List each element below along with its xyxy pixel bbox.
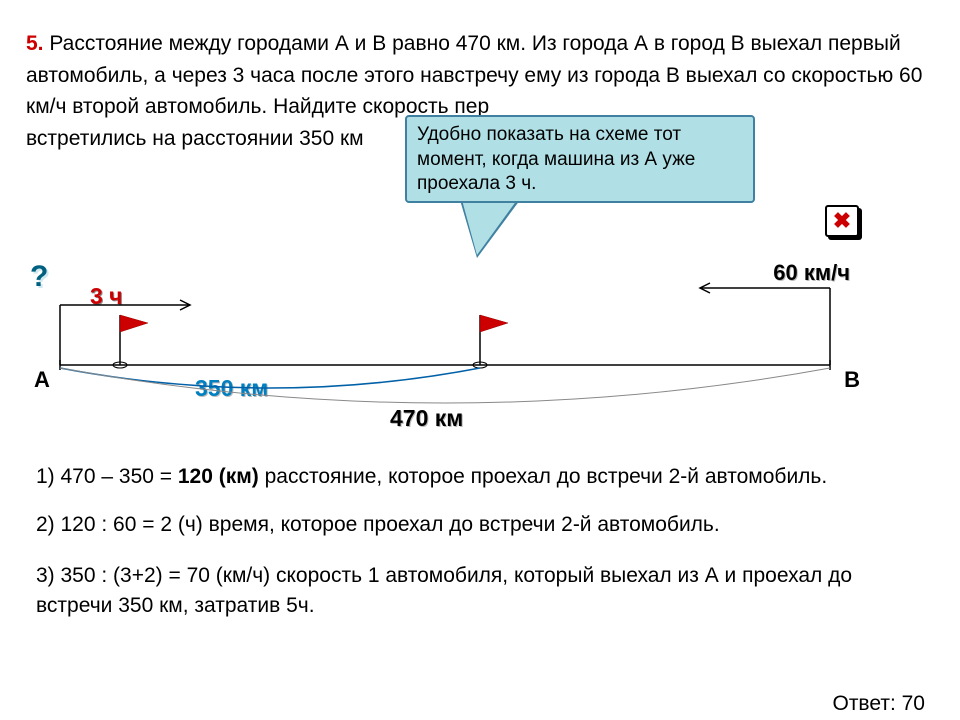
step1-tail: расстояние, которое проехал до встречи 2…: [259, 465, 827, 488]
step1-unit: (км): [213, 465, 259, 488]
step1-value: 120: [178, 465, 213, 488]
hint-callout-text: Удобно показать на схеме тот момент, ког…: [417, 124, 695, 194]
callout-tail: [462, 200, 517, 255]
solution-step-2: 2) 120 : 60 = 2 (ч) время, которое проех…: [36, 510, 930, 540]
problem-body-part1: Расстояние между городами А и В равно 47…: [26, 32, 922, 118]
solution-step-3: 3) 350 : (3+2) = 70 (км/ч) скорость 1 ав…: [36, 561, 930, 622]
close-button[interactable]: ✖: [825, 205, 859, 237]
distance-diagram: ? 3 ч 60 км/ч А В 350 км 470 км: [30, 260, 870, 440]
diagram-svg: [30, 260, 870, 440]
hint-callout: Удобно показать на схеме тот момент, ког…: [405, 115, 755, 203]
step1-prefix: 1) 470 – 350 =: [36, 465, 178, 488]
answer-label: Ответ: 70: [832, 692, 925, 716]
problem-number: 5.: [26, 32, 44, 55]
solution-block: 1) 470 – 350 = 120 (км) расстояние, кото…: [36, 462, 930, 628]
close-icon: ✖: [833, 208, 851, 234]
problem-body-part2: встретились на расстоянии 350 км: [26, 127, 364, 150]
solution-step-1: 1) 470 – 350 = 120 (км) расстояние, кото…: [36, 462, 930, 492]
